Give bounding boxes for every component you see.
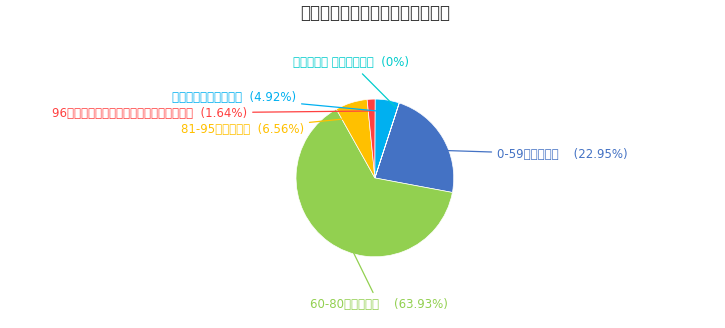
Wedge shape (375, 99, 399, 178)
Text: 60-80安全着陆：    (63.93%): 60-80安全着陆： (63.93%) (310, 229, 448, 311)
Text: 96以上确认过眼神，是接近奖学金的人！：  (1.64%): 96以上确认过眼神，是接近奖学金的人！： (1.64%) (52, 107, 369, 120)
Text: 该科目缺考 缺考原因是：  (0%): 该科目缺考 缺考原因是： (0%) (293, 56, 409, 107)
Wedge shape (375, 103, 399, 178)
Text: 81-95种子选手：  (6.56%): 81-95种子选手： (6.56%) (181, 118, 353, 135)
Wedge shape (367, 99, 376, 178)
Title: 您的《经济法》考试成绩是多少？: 您的《经济法》考试成绩是多少？ (300, 4, 450, 22)
Wedge shape (375, 103, 454, 193)
Wedge shape (336, 99, 375, 178)
Text: 没有报名该科目考试：  (4.92%): 没有报名该科目考试： (4.92%) (172, 91, 383, 112)
Wedge shape (296, 109, 452, 257)
Text: 0-59发挥失常：    (22.95%): 0-59发挥失常： (22.95%) (425, 148, 628, 161)
